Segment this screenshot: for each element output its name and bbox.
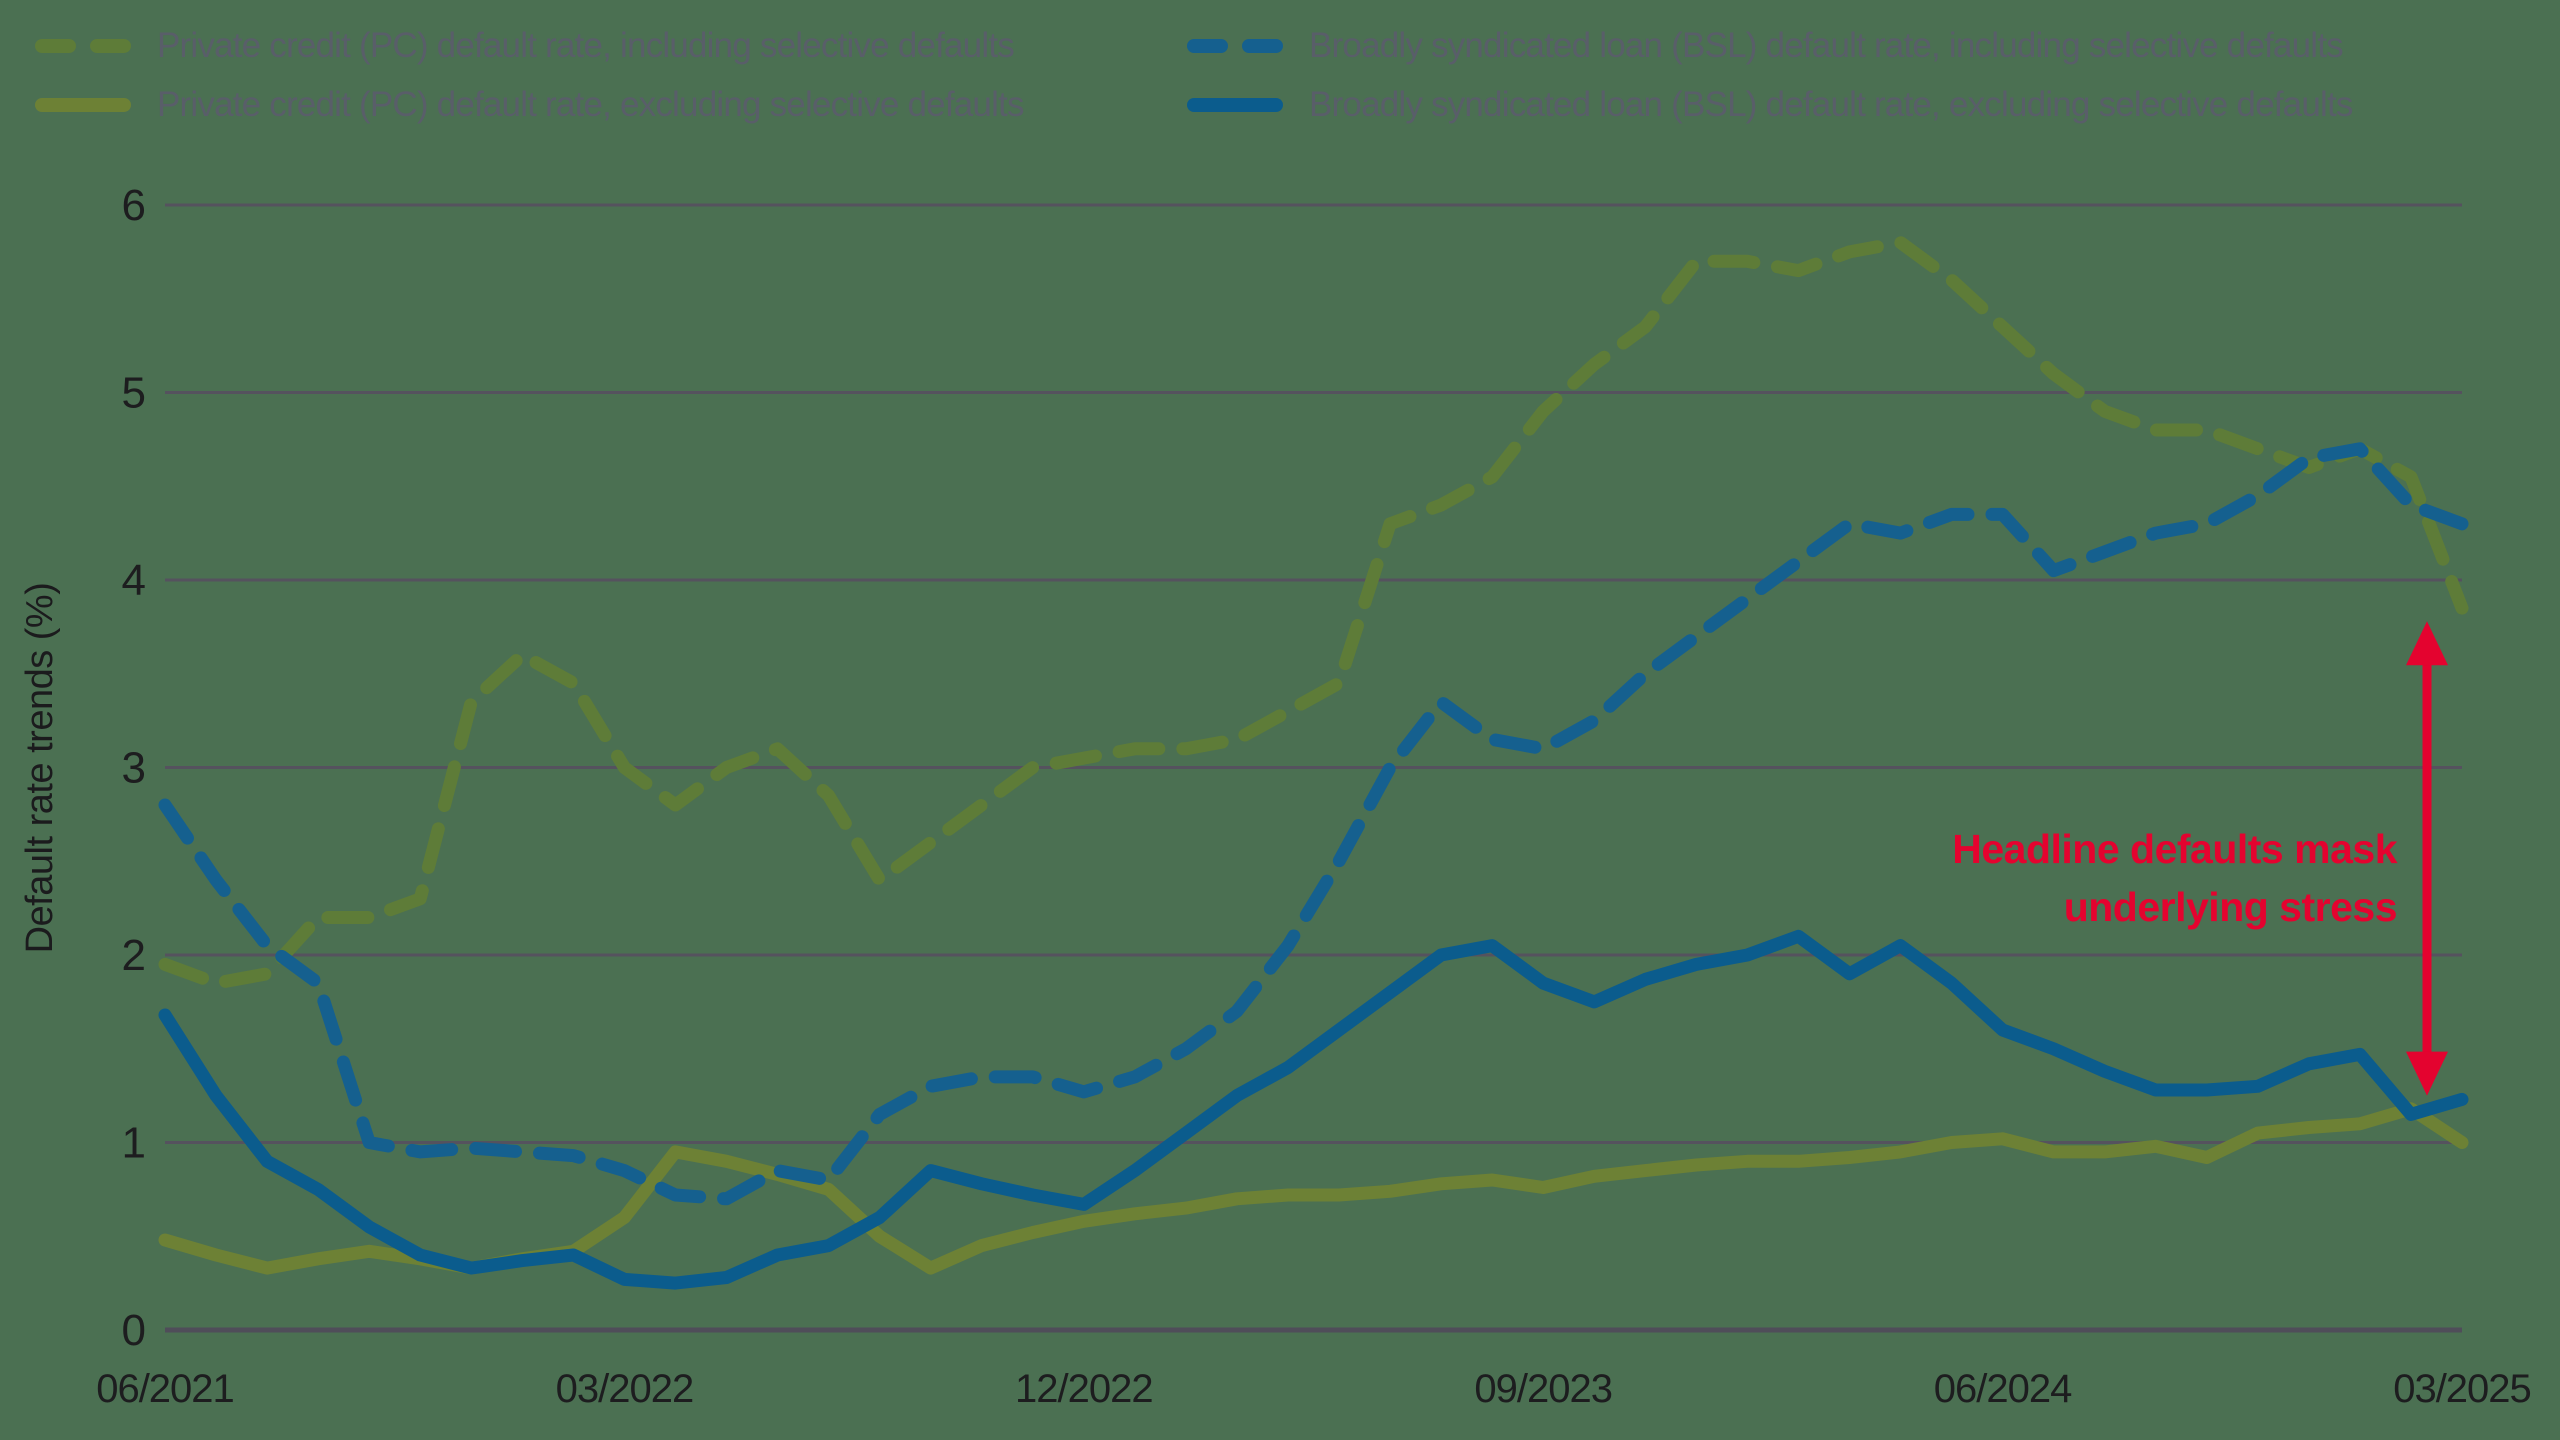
y-tick-label: 5 <box>122 369 145 418</box>
y-tick-label: 6 <box>122 181 145 230</box>
legend-label: Broadly syndicated loan (BSL) default ra… <box>1309 26 2344 65</box>
x-tick-label: 12/2022 <box>1015 1367 1153 1411</box>
series-line <box>158 929 2469 1290</box>
x-tick-label: 03/2025 <box>2393 1367 2531 1411</box>
legend-label: Private credit (PC) default rate, exclud… <box>157 85 1024 124</box>
y-tick-label: 1 <box>122 1119 145 1168</box>
x-tick-label: 06/2021 <box>96 1367 234 1411</box>
x-tick-label: 09/2023 <box>1474 1367 1612 1411</box>
legend-item-bsl-excluding: Broadly syndicated loan (BSL) default ra… <box>1187 77 2353 133</box>
x-tick-label: 03/2022 <box>556 1367 694 1411</box>
pc-excluding-solid-swatch-icon <box>35 98 131 112</box>
legend-item-pc-including: Private credit (PC) default rate, includ… <box>35 18 1015 74</box>
arrow-down-head-icon <box>2406 1051 2448 1096</box>
annotation-text: Headline defaults mask underlying stress <box>1697 820 2397 936</box>
series-line <box>158 236 2469 990</box>
y-tick-label: 2 <box>122 931 145 980</box>
bsl-including-dashed-swatch-icon <box>1187 39 1283 53</box>
bsl-excluding-solid-swatch-icon <box>1187 98 1283 112</box>
arrow-up-head-icon <box>2406 621 2448 666</box>
annotation-line-1: Headline defaults mask <box>1952 826 2397 872</box>
series-line <box>158 1102 2469 1275</box>
legend-label: Broadly syndicated loan (BSL) default ra… <box>1309 85 2353 124</box>
y-tick-label: 0 <box>122 1306 145 1355</box>
y-tick-label: 3 <box>122 744 145 793</box>
pc-including-dashed-swatch-icon <box>35 39 131 53</box>
series-line <box>158 442 2469 1206</box>
legend-item-pc-excluding: Private credit (PC) default rate, exclud… <box>35 77 1024 133</box>
annotation-line-2: underlying stress <box>2063 884 2398 930</box>
x-tick-label: 06/2024 <box>1934 1367 2072 1411</box>
legend-item-bsl-including: Broadly syndicated loan (BSL) default ra… <box>1187 18 2344 74</box>
y-tick-label: 4 <box>122 556 146 605</box>
legend-label: Private credit (PC) default rate, includ… <box>157 26 1015 65</box>
